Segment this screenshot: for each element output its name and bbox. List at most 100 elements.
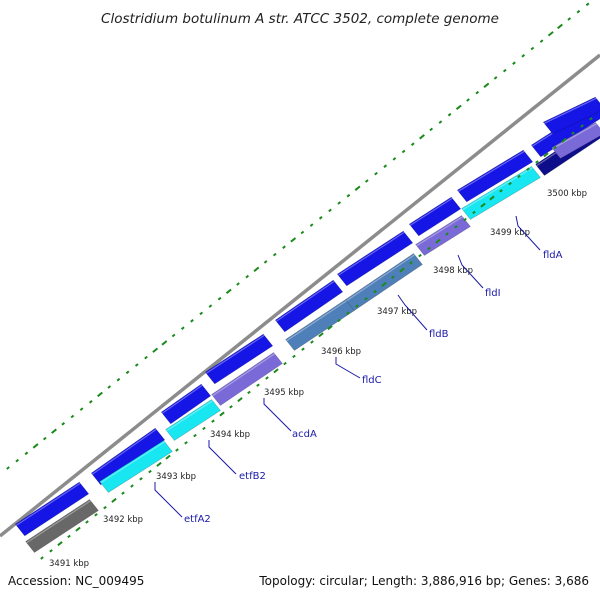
gene-label-etfA2[interactable]: etfA2 <box>184 514 211 525</box>
feature-highlight <box>205 334 265 374</box>
gc-mark <box>409 261 413 265</box>
gc-mark <box>121 491 125 495</box>
gc-mark <box>225 288 232 294</box>
gc-mark <box>354 185 361 191</box>
gc-mark <box>32 443 39 449</box>
gc-mark <box>410 142 415 146</box>
gc-mark <box>97 391 103 398</box>
gc-mark <box>318 332 324 338</box>
gc-mark <box>290 237 297 243</box>
gc-mark <box>401 149 406 154</box>
gc-mark <box>256 383 260 387</box>
forward-gene-feature[interactable] <box>408 196 462 237</box>
gc-mark <box>512 61 516 65</box>
gene-label-fldA[interactable]: fldA <box>543 250 563 261</box>
gc-mark <box>139 477 143 481</box>
gc-mark <box>236 282 240 286</box>
gc-mark <box>180 326 185 330</box>
gc-mark <box>438 120 443 124</box>
reverse-gene-feature[interactable] <box>99 440 173 493</box>
gc-mark <box>184 441 188 445</box>
gc-mark <box>245 274 250 279</box>
gc-mark <box>567 17 572 21</box>
gc-mark <box>309 223 314 227</box>
gc-mark <box>237 397 243 403</box>
gc-mark <box>535 160 539 164</box>
gc-mark <box>381 281 387 287</box>
gc-mark <box>211 419 215 423</box>
gc-mark <box>391 275 395 279</box>
gc-mark <box>190 319 194 323</box>
gc-mark <box>373 289 377 294</box>
gc-mark <box>328 208 332 213</box>
gc-mark <box>553 145 557 150</box>
gc-content-inner-track <box>40 117 593 560</box>
tick-label: 3499 kbp <box>490 228 530 238</box>
gene-labels: etfA2 etfB2 acdA fldC fldB fldI fldA <box>154 215 563 525</box>
gene-label-fldC[interactable]: fldC <box>362 375 382 386</box>
reverse-gene-feature[interactable] <box>551 122 600 159</box>
gc-mark <box>561 137 567 143</box>
gc-mark <box>300 230 305 235</box>
feature-highlight <box>462 167 533 211</box>
forward-gene-feature[interactable] <box>336 230 414 287</box>
forward-gene-feature[interactable] <box>542 96 600 135</box>
reverse-gene-feature[interactable] <box>165 399 221 441</box>
tick-label: 3491 kbp <box>49 559 89 569</box>
gc-mark <box>51 428 57 434</box>
gc-mark <box>272 252 277 257</box>
gc-mark <box>463 217 467 222</box>
gc-mark <box>547 31 554 37</box>
gc-mark <box>543 152 549 158</box>
gc-mark <box>265 376 269 380</box>
forward-gene-feature[interactable] <box>204 333 274 385</box>
gene-leader-line <box>515 215 541 251</box>
forward-gene-feature[interactable] <box>90 427 166 486</box>
forward-gene-feature[interactable] <box>14 481 90 537</box>
gc-mark <box>282 245 286 249</box>
gc-mark <box>383 164 388 168</box>
gene-label-acdA[interactable]: acdA <box>292 429 317 440</box>
gc-mark <box>49 549 53 553</box>
forward-gene-feature[interactable] <box>274 279 344 333</box>
gene-leader-line <box>457 254 484 289</box>
reverse-gene-feature[interactable] <box>25 499 99 553</box>
accession-text: Accession: NC_009495 <box>8 574 144 588</box>
gc-mark <box>219 411 225 417</box>
gc-content-outer-track <box>6 2 590 470</box>
gc-mark <box>134 363 139 367</box>
feature-highlight <box>212 353 275 397</box>
forward-gene-feature[interactable] <box>456 149 534 203</box>
gc-mark <box>427 246 431 251</box>
gc-mark <box>144 355 148 360</box>
gc-mark <box>429 127 434 132</box>
gc-mark <box>193 433 197 438</box>
gene-label-fldI[interactable]: fldI <box>485 288 501 299</box>
gc-mark <box>283 361 287 366</box>
gc-mark <box>346 311 350 315</box>
gc-mark <box>337 318 341 323</box>
gc-mark <box>454 225 458 229</box>
gc-mark <box>111 497 117 503</box>
gc-mark <box>42 436 47 441</box>
gc-mark <box>148 469 152 474</box>
feature-highlight <box>15 482 81 526</box>
gc-mark <box>483 82 490 88</box>
gc-mark <box>273 368 279 374</box>
feature-highlight <box>457 150 525 192</box>
gc-mark <box>392 157 397 161</box>
tick-label: 3495 kbp <box>264 388 304 398</box>
gc-mark <box>107 385 112 389</box>
forward-gene-feature[interactable] <box>160 383 212 425</box>
genome-backbone <box>0 53 600 538</box>
gc-mark <box>247 390 251 395</box>
gc-mark <box>61 422 66 426</box>
gene-label-fldB[interactable]: fldB <box>429 329 449 340</box>
gene-label-etfB2[interactable]: etfB2 <box>239 471 266 482</box>
gc-mark <box>502 68 507 73</box>
gc-mark <box>539 39 544 43</box>
reverse-gene-feature[interactable] <box>211 352 283 406</box>
gc-mark <box>202 426 206 431</box>
